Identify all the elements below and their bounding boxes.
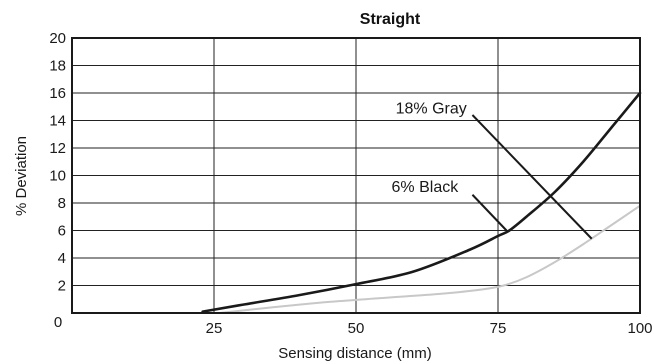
x-tick-label: 75 [490, 320, 507, 337]
y-tick-label: 8 [58, 195, 66, 212]
x-tick-labels: 25 50 75 100 [206, 320, 653, 337]
y-tick-label: 10 [49, 168, 66, 185]
annotation-label: 6% Black [392, 179, 460, 196]
x-tick-label: 25 [206, 320, 223, 337]
chart-title: Straight [360, 11, 421, 28]
annotation-leader [471, 194, 508, 232]
annotation-leader [471, 114, 593, 240]
x-axis-label: Sensing distance (mm) [278, 345, 431, 362]
y-tick-label: 12 [49, 140, 66, 157]
y-tick-label: 18 [49, 58, 66, 75]
y-tick-label: 0 [54, 314, 62, 331]
annotations: 18% Gray 6% Black [392, 101, 593, 240]
x-tick-label: 100 [627, 320, 652, 337]
series-line-gray [218, 204, 641, 314]
y-tick-labels: 0 2 4 6 8 10 12 14 16 18 20 [49, 30, 66, 331]
series-layer [201, 91, 642, 314]
y-tick-label: 4 [58, 250, 66, 267]
y-axis-label: % Deviation [13, 136, 30, 216]
y-tick-label: 16 [49, 85, 66, 102]
x-tick-label: 50 [348, 320, 365, 337]
y-tick-label: 14 [49, 113, 66, 130]
y-tick-label: 20 [49, 30, 66, 47]
annotation-label: 18% Gray [396, 101, 467, 118]
y-tick-label: 2 [58, 278, 66, 295]
plot-frame [71, 37, 641, 314]
series-line-black [201, 91, 642, 313]
y-tick-label: 6 [58, 223, 66, 240]
grid [72, 37, 641, 313]
